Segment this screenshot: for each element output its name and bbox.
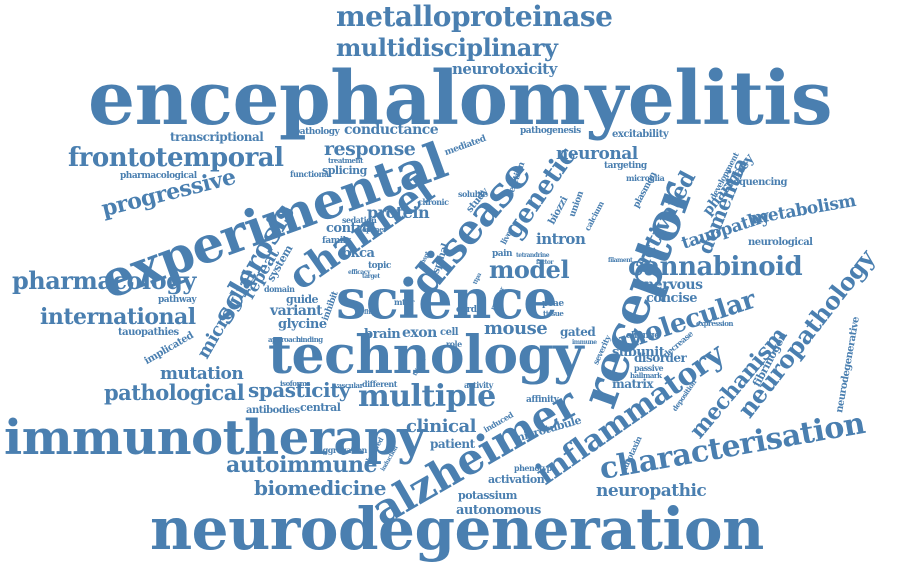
cloud-word: model — [489, 255, 570, 284]
cloud-word: pharmacology — [12, 266, 196, 295]
cloud-word: mutation — [160, 364, 244, 384]
cloud-word: neuropathic — [596, 481, 707, 501]
cloud-word: different — [362, 379, 397, 389]
cloud-word: encephalomyelitis — [88, 56, 833, 142]
cloud-word: cannabinoid — [628, 252, 803, 282]
cloud-word: patient — [430, 437, 475, 451]
cloud-word: variant — [270, 303, 323, 319]
cloud-word: gated — [560, 325, 596, 339]
cloud-word: soluble — [458, 189, 487, 199]
cloud-word: biomedicine — [254, 476, 386, 500]
cloud-word: concise — [646, 291, 697, 306]
cloud-word: immune — [572, 339, 597, 346]
cloud-word: international — [40, 304, 196, 330]
cloud-word: filament — [608, 257, 633, 264]
cloud-word: autoimmune — [226, 452, 378, 478]
cloud-word: excitability — [612, 129, 669, 140]
cloud-word: pain — [492, 249, 513, 259]
cloud-word: brain — [364, 327, 401, 342]
cloud-word: pharmacological — [120, 171, 197, 181]
cloud-word: protein — [367, 203, 430, 222]
cloud-word: neurotoxicity — [452, 60, 557, 78]
cloud-word: cell — [440, 327, 459, 338]
cloud-word: treatment — [328, 156, 363, 165]
cloud-word: subunit — [612, 345, 665, 360]
cloud-word: topic — [368, 261, 391, 271]
cloud-word: pathogenesis — [520, 126, 581, 136]
cloud-word: sedation — [342, 215, 377, 225]
cloud-word: clinical — [406, 416, 477, 437]
cloud-word: functional — [290, 169, 332, 179]
cloud-word: efficacy — [348, 269, 370, 276]
cloud-word: neurodegeneration — [150, 495, 764, 563]
cloud-word: antibodies — [246, 405, 300, 416]
cloud-word: target — [362, 273, 380, 280]
cloud-word: tauopathies — [118, 327, 179, 338]
cloud-word: pathological — [104, 380, 245, 405]
cloud-word: mouse — [484, 318, 548, 339]
cloud-word: technology — [268, 325, 584, 386]
cloud-word: intron — [536, 230, 586, 248]
cloud-word: mtbr — [394, 297, 414, 307]
cloud-word: pathway — [158, 295, 197, 305]
cloud-word: autonomous — [456, 503, 541, 518]
cloud-word: affinity — [526, 395, 559, 405]
cloud-word: frontotemporal — [68, 143, 284, 173]
cloud-word: transcriptional — [170, 130, 264, 144]
cloud-word: neurological — [748, 237, 813, 248]
cloud-word: change — [626, 331, 660, 341]
cloud-word: chronic — [418, 197, 449, 207]
cloud-word: nervous — [644, 277, 703, 293]
cloud-word: peae — [542, 299, 564, 309]
cloud-word: multiple — [358, 379, 496, 414]
cloud-word: glycine — [278, 317, 327, 332]
cloud-word: sequencing — [728, 177, 788, 188]
cloud-word: science — [336, 267, 558, 331]
cloud-word: expression — [696, 319, 733, 328]
cloud-word: response — [324, 138, 416, 160]
cloud-word: disorder — [634, 351, 687, 365]
cloud-word: approach — [268, 335, 301, 344]
cloud-word: opener — [362, 225, 387, 234]
cloud-word: neurodegenerative — [834, 316, 862, 414]
cloud-word: multidisciplinary — [336, 33, 558, 62]
cloud-word: spasticity — [248, 378, 350, 402]
cloud-word: control — [326, 221, 376, 236]
cloud-word: isoforms — [280, 379, 311, 388]
cloud-word: matrix — [612, 377, 654, 391]
cloud-word: potassium — [458, 489, 517, 502]
cloud-word: union — [567, 190, 587, 219]
cloud-word: passive — [634, 363, 664, 373]
cloud-word: microglia — [626, 173, 665, 183]
cloud-word: tetrandrine — [516, 252, 550, 259]
cloud-word: domain — [264, 284, 295, 294]
cloud-word: metalloproteinase — [336, 0, 613, 33]
cloud-word: activity — [464, 380, 493, 390]
cloud-word: guide — [286, 293, 319, 306]
cloud-word: vascular — [334, 381, 363, 390]
cloud-word: activation — [488, 473, 545, 486]
cloud-word: hallmark — [630, 371, 662, 380]
cloud-word: exon — [402, 325, 437, 341]
cloud-word: conductance — [344, 122, 439, 138]
cloud-word: neuronal — [556, 144, 638, 164]
cloud-word: splicing — [322, 164, 367, 177]
cloud-word: aggregation — [318, 445, 367, 455]
cloud-word: bkca — [342, 246, 375, 261]
cloud-word: targeting — [604, 161, 647, 171]
cloud-word: central — [300, 401, 341, 414]
cloud-word: family — [322, 236, 351, 246]
cloud-word: immunotherapy — [4, 410, 425, 466]
cloud-word: pathology — [294, 127, 340, 137]
cloud-word: role — [446, 339, 462, 349]
cloud-word: fhfp — [364, 309, 376, 316]
cloud-word: factor — [536, 259, 554, 266]
cloud-word: phenotype — [514, 463, 557, 473]
cloud-word: tissue — [543, 309, 564, 318]
cloud-word: calcium — [582, 199, 606, 233]
cloud-word: binding — [296, 335, 323, 344]
cloud-word: cord — [456, 305, 477, 315]
